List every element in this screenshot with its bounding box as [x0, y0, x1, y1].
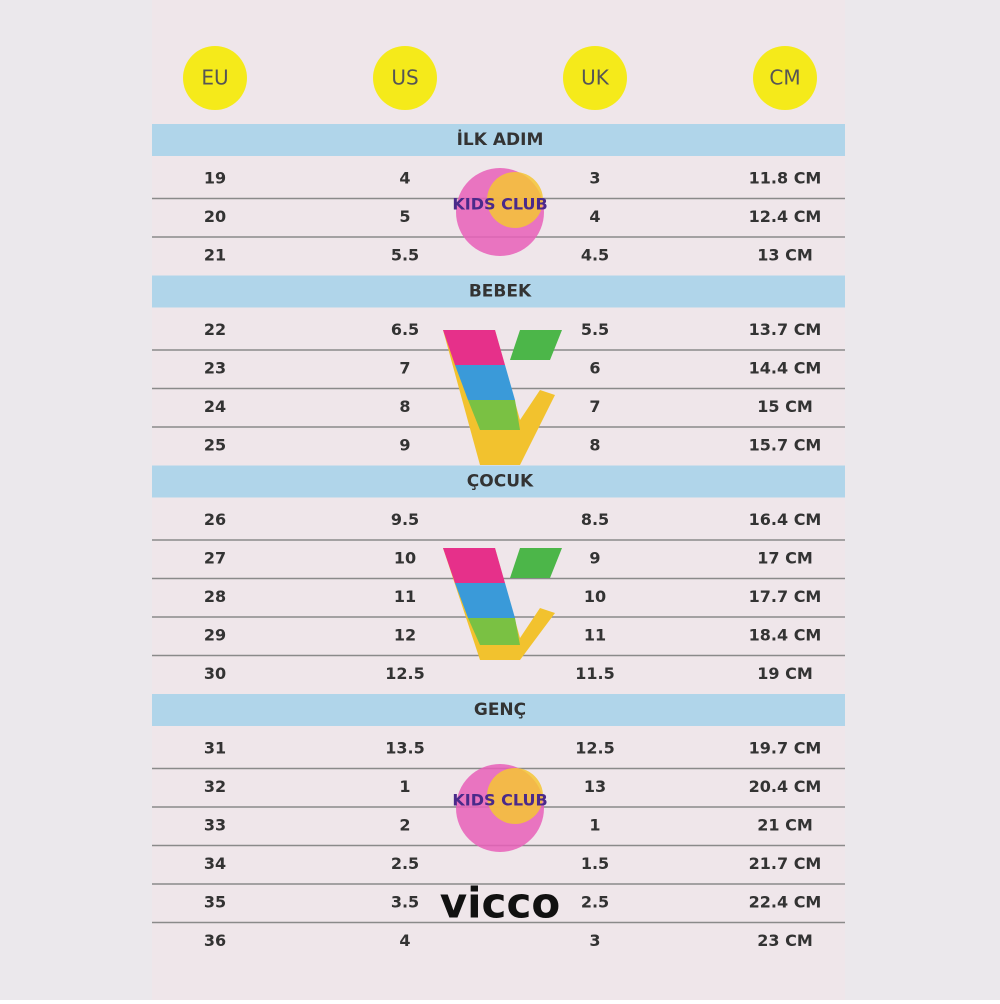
- cell: 15.7 CM: [749, 436, 822, 455]
- cell: 6: [589, 359, 600, 378]
- cell: 6.5: [391, 320, 419, 339]
- cell: 13.7 CM: [749, 320, 822, 339]
- header-label: US: [391, 66, 418, 90]
- header-badge: [183, 46, 247, 110]
- cell: 4: [399, 169, 410, 188]
- cell: 27: [204, 549, 226, 568]
- cell: 10: [584, 587, 606, 606]
- cell: 8.5: [581, 510, 609, 529]
- cell: 2.5: [581, 893, 609, 912]
- section-bar: [152, 275, 845, 308]
- cell: 21: [204, 246, 226, 265]
- header-label: EU: [201, 66, 228, 90]
- cell: 28: [204, 587, 226, 606]
- cell: 18.4 CM: [749, 626, 822, 645]
- logo-kids-club-2: KIDS CLUB: [452, 764, 548, 852]
- logo-text: KIDS CLUB: [452, 195, 547, 214]
- logo-vicco: vicco: [440, 879, 560, 928]
- cell: 16.4 CM: [749, 510, 822, 529]
- cell: 25: [204, 436, 226, 455]
- cell: 34: [204, 854, 226, 873]
- header-badge: [753, 46, 817, 110]
- cell: 5: [399, 207, 410, 226]
- cell: 30: [204, 664, 226, 683]
- cell: 20: [204, 207, 226, 226]
- cell: 19 CM: [757, 664, 813, 683]
- cell: 1: [399, 777, 410, 796]
- cell: 11.8 CM: [749, 169, 822, 188]
- cell: 15 CM: [757, 397, 813, 416]
- cell: 3.5: [391, 893, 419, 912]
- cell: 2.5: [391, 854, 419, 873]
- cell: 12.5: [575, 739, 614, 758]
- cell: 8: [589, 436, 600, 455]
- cell: 2: [399, 816, 410, 835]
- cell: 14.4 CM: [749, 359, 822, 378]
- section-bar: [152, 124, 845, 156]
- header-label: CM: [769, 66, 800, 90]
- cell: 22.4 CM: [749, 893, 822, 912]
- cell: 11.5: [575, 664, 614, 683]
- cell: 17 CM: [757, 549, 813, 568]
- cell: 23 CM: [757, 931, 813, 950]
- cell: 9: [399, 436, 410, 455]
- cell: 36: [204, 931, 226, 950]
- cell: 32: [204, 777, 226, 796]
- cell: 9.5: [391, 510, 419, 529]
- cell: 31: [204, 739, 226, 758]
- cell: 12: [394, 626, 416, 645]
- cell: 3: [589, 169, 600, 188]
- cell: 12.4 CM: [749, 207, 822, 226]
- cell: 20.4 CM: [749, 777, 822, 796]
- section-bar: [152, 465, 845, 498]
- cell: 8: [399, 397, 410, 416]
- section-title: ÇOCUK: [467, 472, 534, 492]
- cell: 3: [589, 931, 600, 950]
- cell: 29: [204, 626, 226, 645]
- cell: 5.5: [391, 246, 419, 265]
- cell: 4: [589, 207, 600, 226]
- cell: 1.5: [581, 854, 609, 873]
- section-title: İLK ADIM: [457, 128, 544, 150]
- cell: 9: [589, 549, 600, 568]
- header-label: UK: [581, 66, 610, 90]
- cell: 1: [589, 816, 600, 835]
- cell: 21 CM: [757, 816, 813, 835]
- section-title: GENÇ: [474, 700, 526, 720]
- section-bar: [152, 694, 845, 726]
- cell: 19: [204, 169, 226, 188]
- cell: 4: [399, 931, 410, 950]
- section-title: BEBEK: [469, 282, 532, 302]
- cell: 33: [204, 816, 226, 835]
- cell: 13 CM: [757, 246, 813, 265]
- cell: 12.5: [385, 664, 424, 683]
- cell: 7: [589, 397, 600, 416]
- cell: 17.7 CM: [749, 587, 822, 606]
- logo-v-2: [443, 548, 562, 660]
- cell: 35: [204, 893, 226, 912]
- cell: 26: [204, 510, 226, 529]
- cell: 4.5: [581, 246, 609, 265]
- header-badge: [563, 46, 627, 110]
- cell: 13.5: [385, 739, 424, 758]
- cell: 22: [204, 320, 226, 339]
- cell: 10: [394, 549, 416, 568]
- cell: 11: [584, 626, 606, 645]
- logo-kids-club-1: KIDS CLUB: [452, 168, 548, 256]
- logo-text: KIDS CLUB: [452, 791, 547, 810]
- cell: 23: [204, 359, 226, 378]
- cell: 19.7 CM: [749, 739, 822, 758]
- header-badge: [373, 46, 437, 110]
- cell: 11: [394, 587, 416, 606]
- cell: 5.5: [581, 320, 609, 339]
- cell: 24: [204, 397, 226, 416]
- cell: 13: [584, 777, 606, 796]
- logo-v-1: [443, 330, 562, 465]
- cell: 21.7 CM: [749, 854, 822, 873]
- cell: 7: [399, 359, 410, 378]
